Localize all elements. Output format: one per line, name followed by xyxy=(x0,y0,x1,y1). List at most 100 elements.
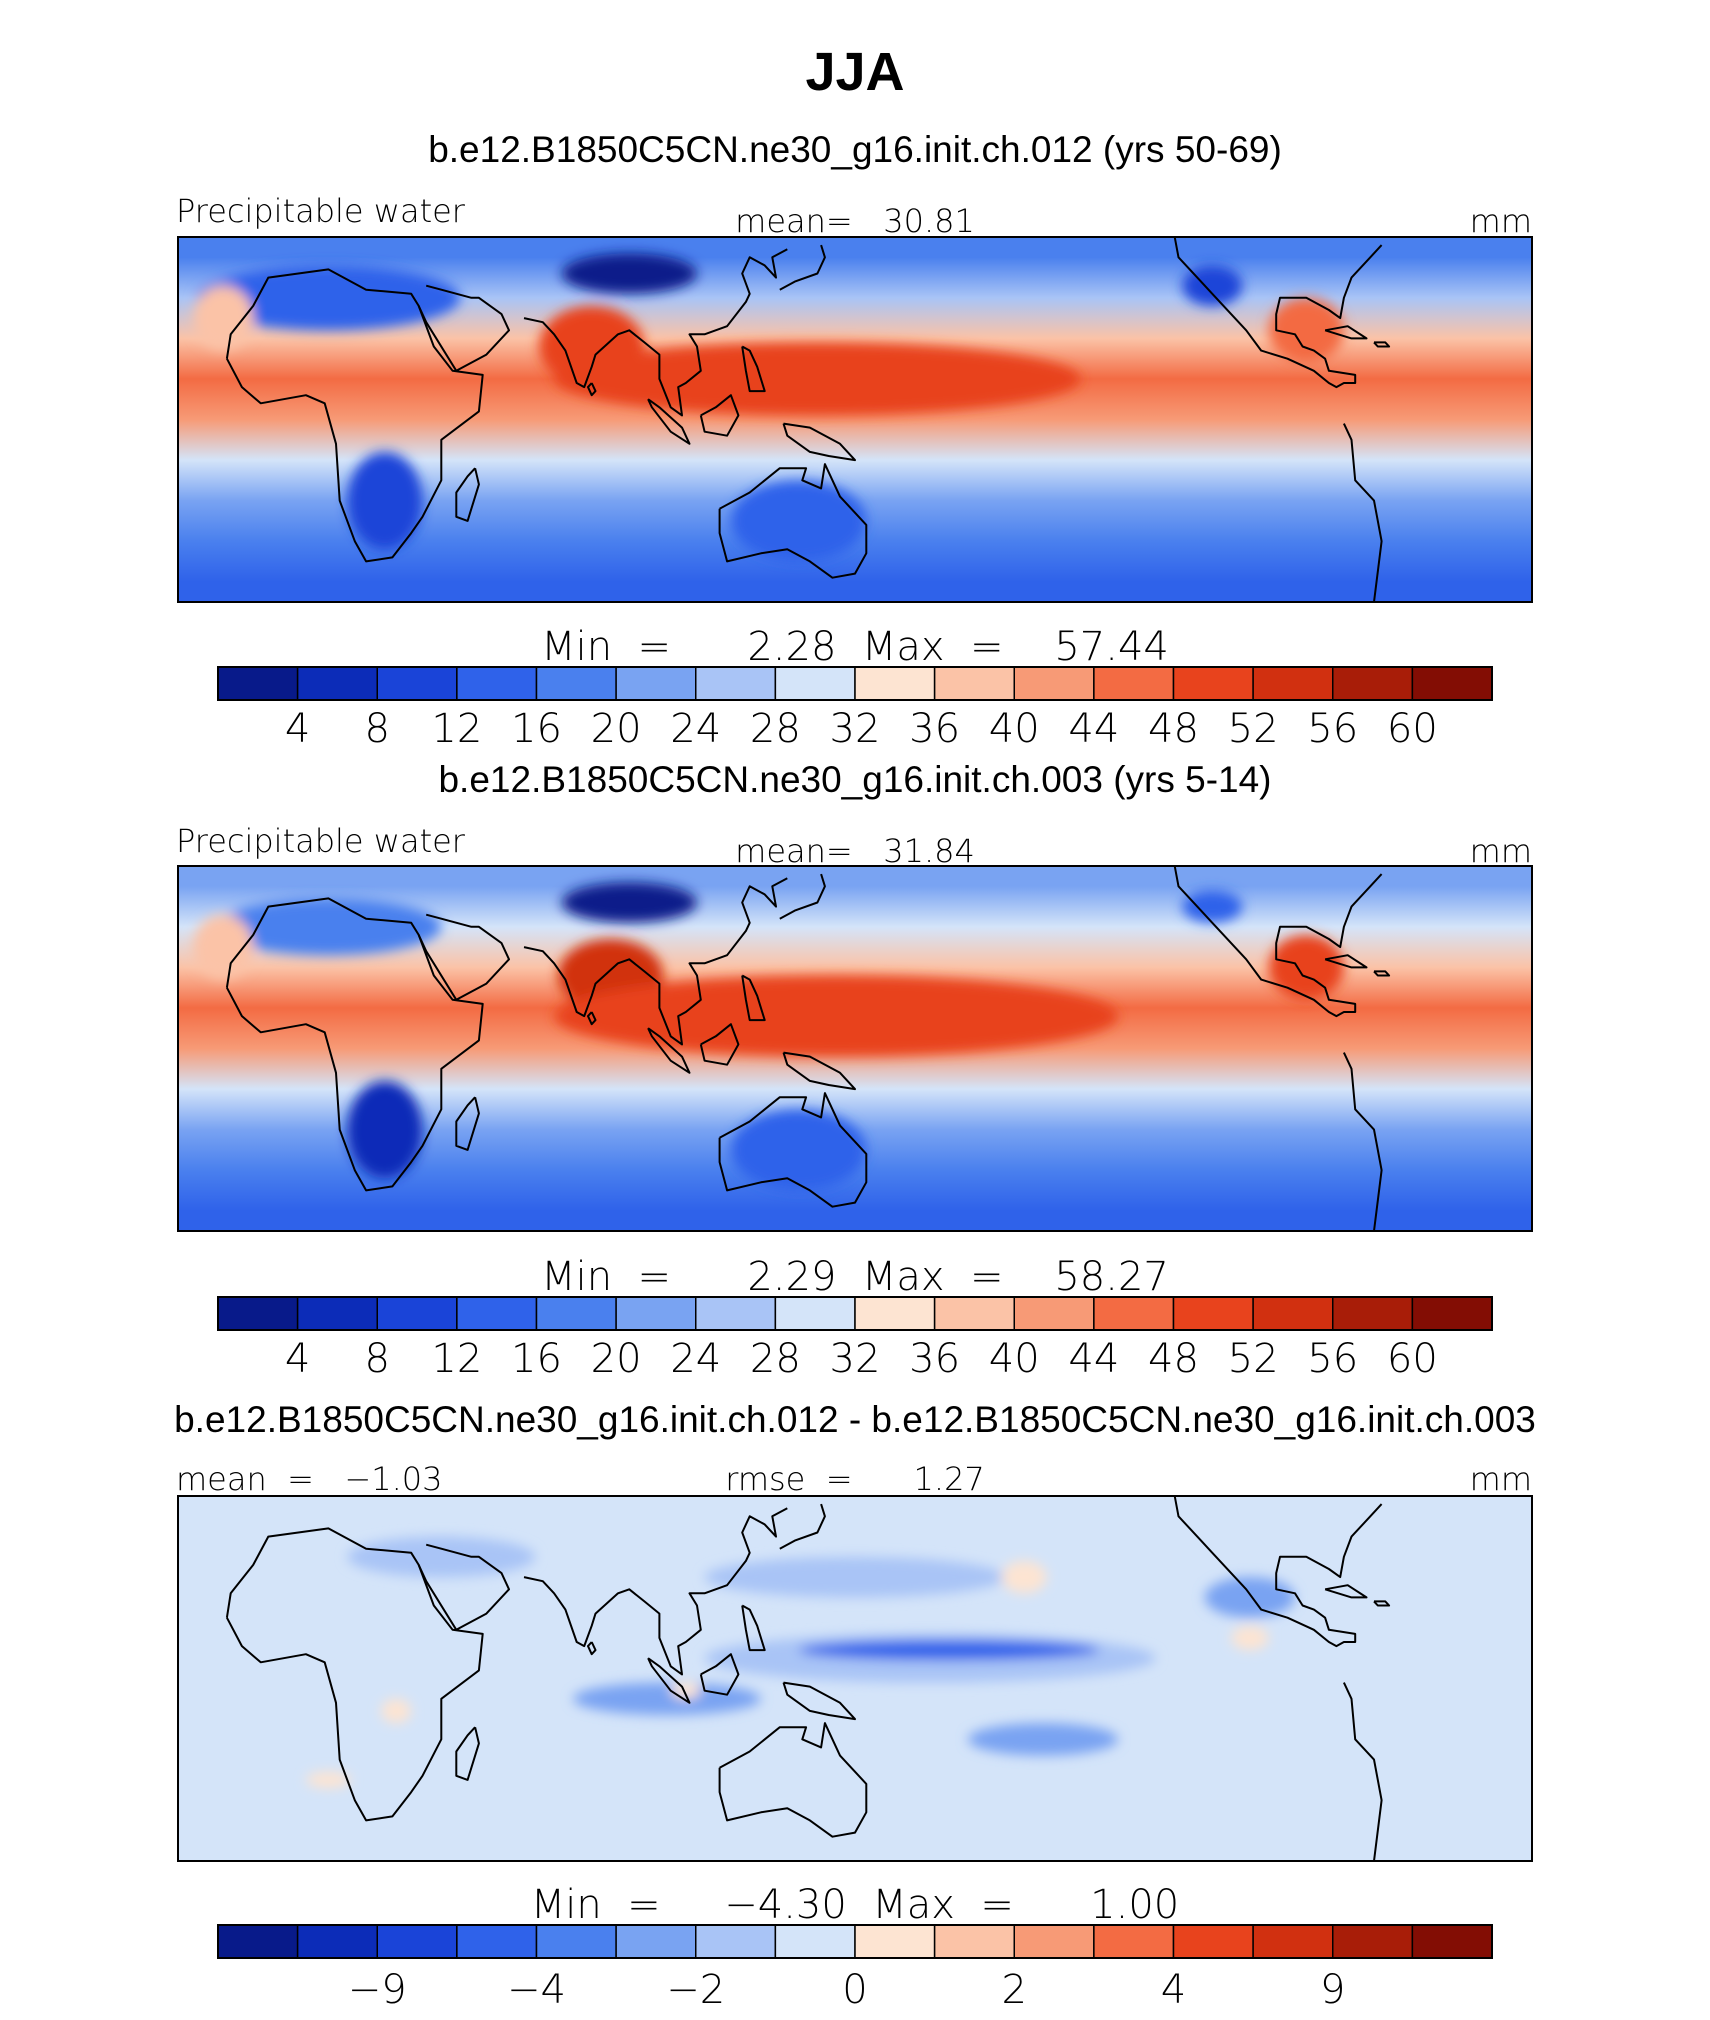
panel-3-coastline-australia xyxy=(718,1722,868,1838)
panel-1-units: mm xyxy=(1470,202,1532,240)
panel-1-colorbar-cell-4 xyxy=(535,666,617,701)
panel-2-coastline-arabia xyxy=(417,913,510,1001)
panel-2-colorbar-label-13: 56 xyxy=(1307,1336,1358,1382)
panel-3-colorbar-cell-13 xyxy=(1252,1924,1334,1959)
panel-3-coastline-arabia xyxy=(417,1543,510,1631)
panel-1-colorbar-label-11: 48 xyxy=(1148,706,1199,752)
panel-1-coastline-arabia xyxy=(417,284,510,372)
panel-3-colorbar-label-3: 0 xyxy=(842,1967,867,2013)
panel-3-colorbar-cell-14 xyxy=(1332,1924,1414,1959)
panel-3-colorbar-cell-4 xyxy=(535,1924,617,1959)
panel-3-coastline-madagascar xyxy=(455,1726,480,1781)
panel-2-colorbar-cell-5 xyxy=(615,1296,697,1331)
panel-1-contour-1 xyxy=(561,253,698,294)
panel-3-coastline-cuba xyxy=(1324,1584,1368,1599)
panel-1-colorbar-cell-3 xyxy=(456,666,538,701)
panel-1-variable-label: Precipitable water xyxy=(176,192,466,230)
panel-3-colorbar-cell-5 xyxy=(615,1924,697,1959)
panel-2-colorbar-label-0: 4 xyxy=(285,1336,310,1382)
figure-title: JJA xyxy=(805,42,904,102)
panel-2-colorbar-label-4: 20 xyxy=(591,1336,642,1382)
panel-2-colorbar-label-10: 44 xyxy=(1068,1336,1119,1382)
panel-2-colorbar-cell-13 xyxy=(1252,1296,1334,1331)
panel-3-contour-7 xyxy=(1001,1560,1047,1594)
panel-1-colorbar-cell-13 xyxy=(1252,666,1334,701)
panel-3-contour-3 xyxy=(798,1639,1100,1661)
panel-2-colorbar-label-11: 48 xyxy=(1148,1336,1199,1382)
panel-3-coastline-samerica xyxy=(1342,1682,1383,1861)
panel-2-coastline-india xyxy=(523,877,788,1046)
panel-1-colorbar-label-14: 60 xyxy=(1387,706,1438,752)
panel-1-colorbar-label-4: 20 xyxy=(591,706,642,752)
panel-2-frame xyxy=(177,865,1533,1232)
panel-1-colorbar-cell-8 xyxy=(854,666,936,701)
panel-3-colorbar-label-4: 2 xyxy=(1002,1967,1027,2013)
panel-2-coastline-madagascar xyxy=(455,1096,480,1151)
panel-1-contour-6 xyxy=(1182,265,1243,306)
panel-2-subtitle: b.e12.B1850C5CN.ne30_g16.init.ch.003 (yr… xyxy=(438,759,1271,800)
panel-2-colorbar-label-5: 24 xyxy=(670,1336,721,1382)
panel-1-colorbar-label-0: 4 xyxy=(285,706,310,752)
panel-2-colorbar-label-3: 16 xyxy=(511,1336,562,1382)
panel-1-coastline-madagascar xyxy=(455,467,480,522)
panel-1-colorbar-cell-7 xyxy=(774,666,856,701)
panel-3-colorbar-cell-0 xyxy=(217,1924,299,1959)
panel-2-mean: mean= 31.84 xyxy=(735,832,975,870)
panel-1-colorbar-cell-6 xyxy=(695,666,777,701)
panel-2-colorbar-label-2: 12 xyxy=(431,1336,482,1382)
panel-3-contour-6 xyxy=(1204,1577,1296,1618)
panel-2-coastline-borneo xyxy=(699,1023,740,1066)
panel-1-colorbar-label-3: 16 xyxy=(511,706,562,752)
panel-2-colorbar-cell-11 xyxy=(1093,1296,1175,1331)
panel-3-colorbar-label-1: −4 xyxy=(507,1967,566,2013)
panel-1-subtitle: b.e12.B1850C5CN.ne30_g16.init.ch.012 (yr… xyxy=(428,129,1282,170)
panel-2-coastline-namerica xyxy=(1173,866,1383,1018)
panel-3-colorbar-cell-10 xyxy=(1013,1924,1095,1959)
panel-1-colorbar-label-12: 52 xyxy=(1228,706,1279,752)
panel-2-coastline-srilanka xyxy=(587,1011,597,1026)
panel-3-contour-1 xyxy=(704,1556,1006,1598)
panel-1-contour-7 xyxy=(1268,297,1344,363)
panel-2-contour-0 xyxy=(215,898,442,956)
panel-3-colorbar-label-5: 4 xyxy=(1161,1967,1186,2013)
panel-1-coastline-australia xyxy=(718,463,868,579)
panel-2-contour-4 xyxy=(347,1080,423,1179)
panel-1-colorbar-cell-9 xyxy=(933,666,1015,701)
panel-1-colorbar-label-5: 24 xyxy=(670,706,721,752)
panel-1-coastline-philippines xyxy=(741,345,766,393)
panel-2-colorbar-cell-15 xyxy=(1411,1296,1493,1331)
panel-2-colorbar-cell-12 xyxy=(1172,1296,1254,1331)
panel-3-coastline-hispaniola xyxy=(1373,1600,1391,1607)
panel-1-coastline-sumatra xyxy=(647,398,691,445)
panel-1-colorbar-label-7: 32 xyxy=(830,706,881,752)
panel-1-contour-0 xyxy=(196,265,461,331)
panel-3-colorbar-label-0: −9 xyxy=(348,1967,407,2013)
panel-1-contour-8 xyxy=(193,285,254,351)
panel-3-colorbar-cell-7 xyxy=(774,1924,856,1959)
panel-2-coastline-sumatra xyxy=(647,1027,691,1074)
panel-1-colorbar-cell-2 xyxy=(376,666,458,701)
panel-2-colorbar-cell-1 xyxy=(296,1296,378,1331)
panel-3-colorbar-cell-11 xyxy=(1093,1924,1175,1959)
panel-3-minmax: Min = −4.30 Max = 1.00 xyxy=(531,1882,1180,1928)
panel-1-colorbar-label-10: 44 xyxy=(1068,706,1119,752)
panel-2-colorbar-cell-10 xyxy=(1013,1296,1095,1331)
panel-1-colorbar-cell-14 xyxy=(1332,666,1414,701)
panel-2-coastline-philippines xyxy=(741,974,766,1022)
panel-3-coastline-newguinea xyxy=(782,1681,856,1721)
panel-2-colorbar-label-7: 32 xyxy=(830,1336,881,1382)
panel-1-colorbar-label-6: 28 xyxy=(750,706,801,752)
panel-3-colorbar-label-2: −2 xyxy=(666,1967,725,2013)
panel-3-contour-11 xyxy=(1231,1625,1269,1651)
panel-1-minmax: Min = 2.28 Max = 57.44 xyxy=(541,624,1169,670)
panel-2-colorbar-cell-3 xyxy=(456,1296,538,1331)
panel-1-colorbar-label-9: 40 xyxy=(989,706,1040,752)
panel-2-coastline-hispaniola xyxy=(1373,970,1391,977)
panel-2: b.e12.B1850C5CN.ne30_g16.init.ch.003 (yr… xyxy=(176,759,1533,1382)
panel-1-coastline-samerica xyxy=(1342,423,1383,602)
panel-3-units: mm xyxy=(1470,1460,1532,1498)
panel-2-coastline-newguinea xyxy=(782,1051,856,1091)
panel-1-coastline-japan xyxy=(779,244,826,291)
panel-3-contour-0 xyxy=(347,1536,536,1578)
